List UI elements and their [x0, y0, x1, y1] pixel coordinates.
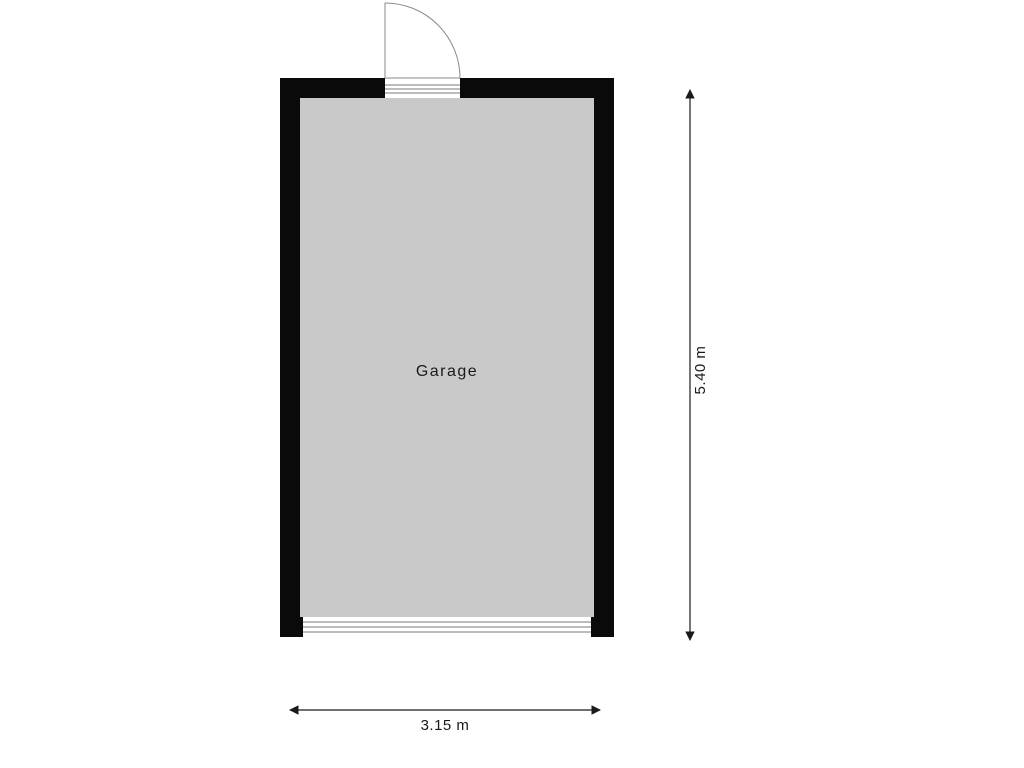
- dimension-height-label: 5.40 m: [692, 346, 709, 395]
- dimension-width: 3.15 m: [290, 710, 600, 734]
- room-label: Garage: [416, 363, 478, 380]
- top-opening-cut: [385, 78, 460, 98]
- door-swing: [385, 3, 460, 78]
- dimension-height: 5.40 m: [690, 90, 709, 640]
- room-floor: [300, 98, 594, 617]
- dimension-width-label: 3.15 m: [421, 717, 470, 734]
- floorplan-canvas: Garage 5.40 m 3.15 m: [0, 0, 1024, 768]
